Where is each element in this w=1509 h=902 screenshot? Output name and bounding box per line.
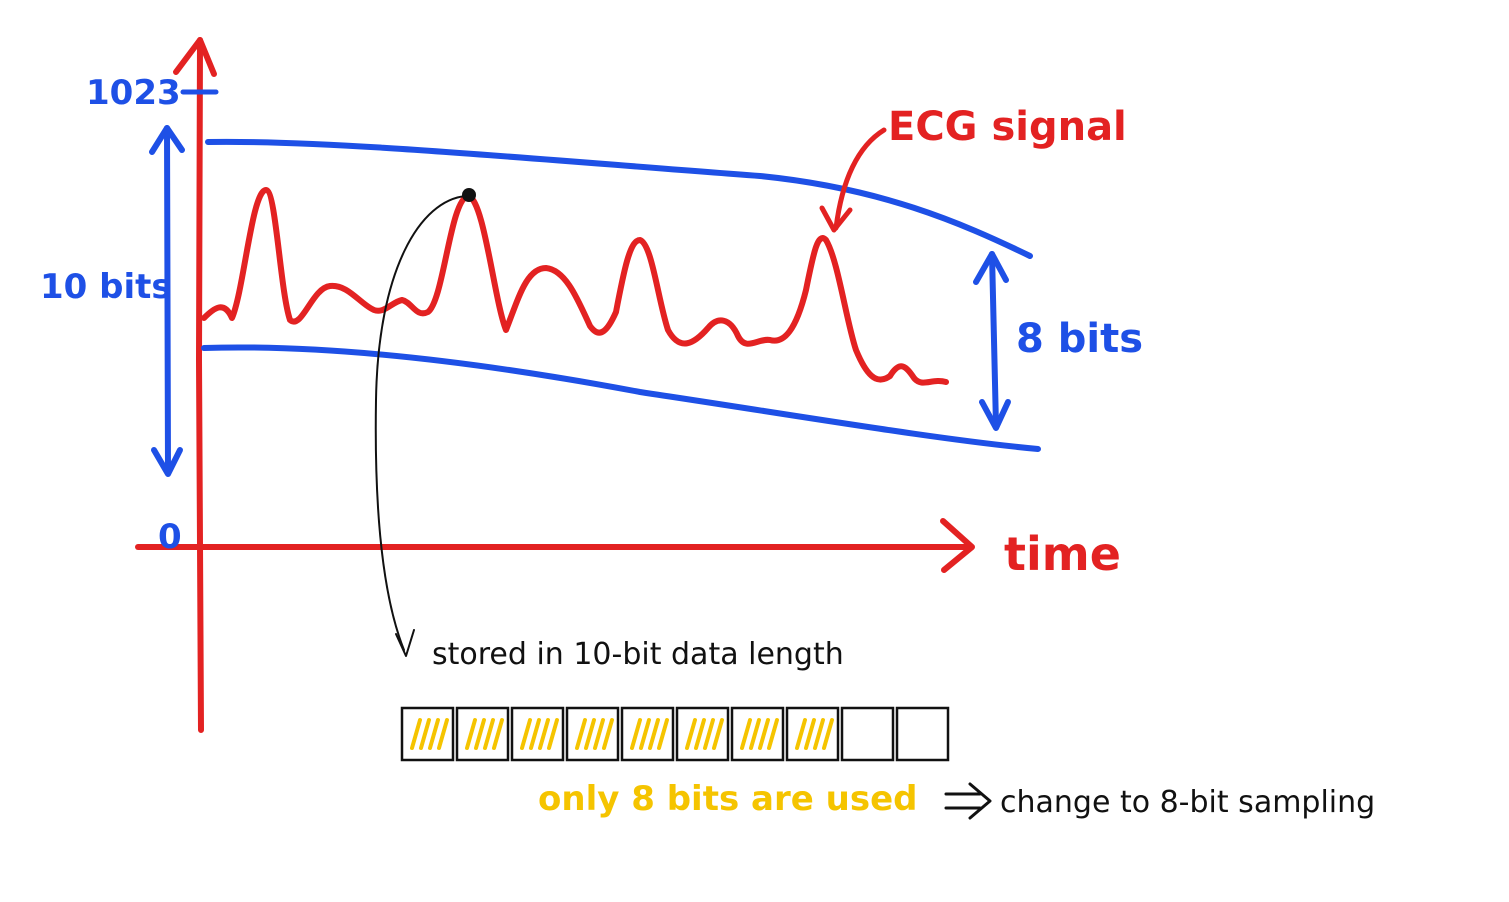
eight-bit-range-arrow: [989, 251, 999, 429]
bit-register: [400, 706, 950, 762]
ten-bit-range-arrow: [164, 125, 171, 475]
bit-hatch-stroke: [520, 718, 532, 750]
bit-cell-used: [565, 706, 620, 762]
bit-cell-used: [730, 706, 785, 762]
bit-hatch-stroke: [767, 718, 779, 750]
bit-hatch-stroke: [630, 718, 642, 750]
sampling-change-caption: change to 8-bit sampling: [1000, 785, 1375, 820]
bit-cell-used: [455, 706, 510, 762]
bit-hatch-stroke: [602, 718, 614, 750]
ten-bit-arrowhead-bottom: [151, 447, 183, 477]
storage-caption: stored in 10-bit data length: [432, 637, 844, 672]
y-axis: [195, 37, 204, 733]
bit-hatch-stroke: [657, 718, 669, 750]
bit-cell-used: [510, 706, 565, 762]
bit-hatch-stroke: [437, 718, 449, 750]
sample-connector-line: [374, 195, 467, 651]
eight-bit-arrowhead-bottom: [979, 399, 1011, 431]
implies-arrow: [944, 782, 992, 820]
ecg-signal-label: ECG signal: [888, 104, 1127, 150]
bit-hatch-stroke: [474, 718, 486, 750]
bit-hatch-stroke: [593, 718, 605, 750]
bit-cell-used: [620, 706, 675, 762]
sample-point-marker: [462, 188, 476, 202]
upper-envelope-line: [205, 138, 1033, 259]
bit-hatch-stroke: [685, 718, 697, 750]
bit-hatch-stroke: [813, 718, 825, 750]
bit-hatch-stroke: [529, 718, 541, 750]
y-max-label: 1023: [86, 73, 181, 113]
bit-hatch-stroke: [758, 718, 770, 750]
y-axis-arrowhead: [173, 37, 217, 77]
bit-hatch-stroke: [547, 718, 559, 750]
bit-cell-used: [400, 706, 455, 762]
bit-cell-used: [785, 706, 840, 762]
bit-hatch-stroke: [410, 718, 422, 750]
bit-hatch-stroke: [538, 718, 550, 750]
ecg-label-pointer: [833, 127, 887, 231]
x-axis-arrowhead: [940, 518, 975, 573]
bits-used-caption: only 8 bits are used: [538, 779, 917, 819]
bit-hatch-stroke: [795, 718, 807, 750]
x-axis-label: time: [1004, 527, 1121, 581]
ecg-pointer-arrowhead: [819, 205, 853, 233]
bit-hatch-stroke: [584, 718, 596, 750]
y-min-label: 0: [158, 517, 182, 557]
bit-hatch-stroke: [694, 718, 706, 750]
bit-hatch-stroke: [822, 718, 834, 750]
bit-hatch-stroke: [703, 718, 715, 750]
bit-hatch-stroke: [575, 718, 587, 750]
eight-bits-label: 8 bits: [1016, 316, 1143, 362]
lower-envelope-line: [201, 344, 1041, 452]
ten-bits-label: 10 bits: [40, 267, 172, 307]
eight-bit-arrowhead-top: [973, 251, 1009, 285]
bit-hatch-stroke: [749, 718, 761, 750]
ten-bit-arrowhead-top: [149, 125, 185, 155]
bit-hatch-stroke: [648, 718, 660, 750]
bit-hatch-stroke: [492, 718, 504, 750]
bit-hatch-stroke: [639, 718, 651, 750]
bit-cell-unused: [840, 706, 895, 762]
bit-hatch-stroke: [419, 718, 431, 750]
bit-hatch-stroke: [483, 718, 495, 750]
bit-hatch-stroke: [740, 718, 752, 750]
bit-hatch-stroke: [465, 718, 477, 750]
bit-hatch-stroke: [712, 718, 724, 750]
bit-cell-unused: [895, 706, 950, 762]
bit-cell-used: [675, 706, 730, 762]
bit-hatch-stroke: [804, 718, 816, 750]
connector-arrowhead: [395, 629, 415, 657]
ecg-signal-line: [201, 187, 949, 386]
bit-hatch-stroke: [428, 718, 440, 750]
